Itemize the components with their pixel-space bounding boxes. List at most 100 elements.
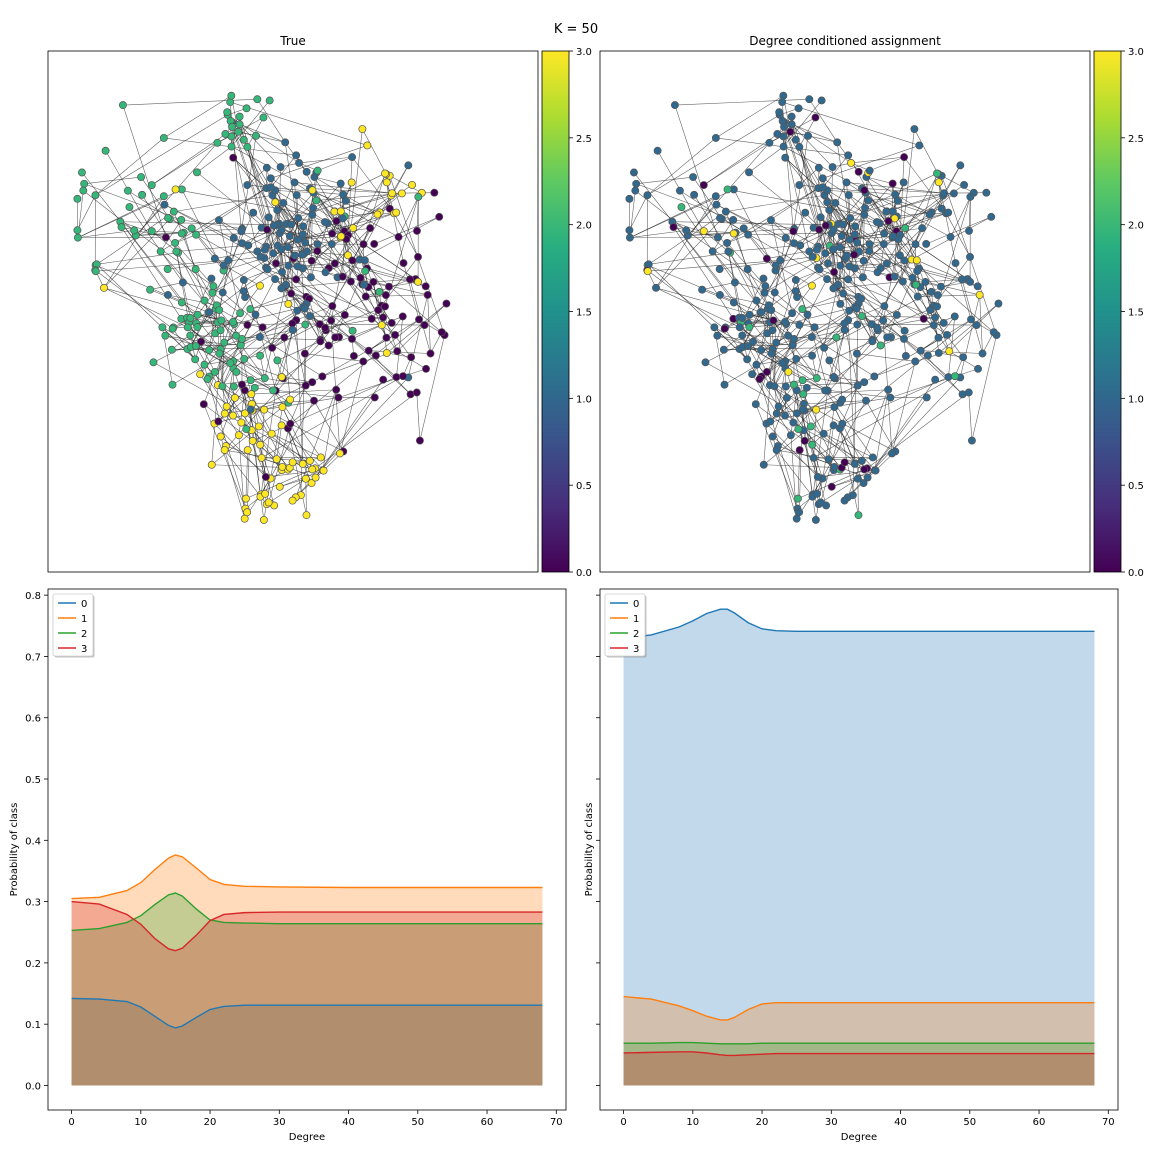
network-edge	[322, 389, 337, 471]
legend-label: 1	[81, 614, 87, 625]
network-node	[959, 353, 968, 362]
network-node	[784, 367, 793, 376]
network-node	[183, 323, 192, 332]
network-edge	[416, 392, 421, 441]
network-node	[414, 252, 422, 261]
network-edge	[867, 397, 927, 478]
network-node	[772, 409, 781, 418]
network-node	[813, 489, 822, 498]
network-edge	[833, 271, 885, 307]
network-node	[214, 417, 223, 426]
network-edge	[363, 243, 416, 280]
network-edge	[844, 323, 859, 386]
network-node	[161, 331, 170, 340]
network-edge	[386, 316, 404, 338]
legend-label: 2	[633, 629, 639, 640]
network-edge	[811, 444, 835, 471]
network-edge	[851, 156, 905, 164]
network-node	[385, 282, 393, 291]
network-node	[222, 402, 231, 411]
x-tick-label: 60	[481, 1117, 494, 1128]
network-node	[217, 316, 226, 325]
network-node	[273, 206, 282, 215]
network-node	[228, 122, 237, 131]
network-node	[219, 261, 228, 270]
network-edge	[800, 229, 834, 246]
network-edge	[271, 324, 306, 349]
network-edge	[755, 323, 787, 405]
network-edge	[786, 306, 856, 325]
network-edge	[122, 104, 167, 238]
network-edge	[866, 176, 893, 184]
network-node	[882, 207, 891, 216]
network-node	[227, 142, 236, 151]
network-edge	[915, 243, 968, 280]
network-node	[808, 281, 816, 290]
network-edge	[803, 389, 889, 395]
x-tick-label: 10	[686, 1117, 699, 1128]
y-axis-label: Probability of class	[584, 803, 595, 897]
network-node	[277, 225, 286, 234]
network-node	[842, 251, 851, 260]
network-node	[844, 275, 853, 284]
network-edge	[283, 202, 326, 223]
network-node	[382, 349, 391, 357]
network-node	[759, 460, 768, 469]
network-node	[830, 403, 839, 412]
network-node	[285, 232, 294, 240]
network-node	[755, 375, 764, 384]
network-node	[398, 312, 407, 321]
network-edge	[150, 282, 183, 290]
network-edge	[250, 293, 292, 310]
network-node	[767, 306, 776, 314]
y-axis-label: Probability of class	[9, 803, 20, 897]
network-edge	[818, 478, 858, 505]
network-node	[738, 314, 747, 322]
network-edge	[833, 329, 846, 378]
network-node	[670, 101, 679, 110]
network-node	[232, 367, 241, 376]
network-node	[360, 256, 369, 265]
series-area-0	[623, 609, 1095, 1086]
colorbar-tick-label: 1.5	[1128, 308, 1144, 319]
network-node	[852, 304, 861, 313]
network-node	[256, 252, 265, 261]
network-node	[287, 289, 296, 298]
network-node	[287, 220, 296, 229]
network-node	[975, 290, 984, 299]
network-edge	[267, 210, 278, 270]
network-panel-title: True	[279, 34, 306, 48]
network-edge	[284, 285, 307, 305]
network-edge	[211, 464, 290, 468]
network-node	[312, 196, 321, 205]
network-node	[900, 256, 909, 265]
network-edge	[854, 183, 893, 227]
network-node	[827, 482, 836, 491]
network-edge	[948, 316, 956, 378]
network-edge	[315, 397, 375, 478]
network-edge	[280, 249, 287, 285]
network-edge	[281, 425, 324, 471]
network-node	[853, 320, 862, 329]
network-edge	[760, 308, 769, 351]
network-edge	[820, 423, 843, 503]
network-node	[786, 431, 795, 440]
network-node	[318, 372, 327, 381]
network-node	[442, 299, 451, 308]
colorbar-tick-label: 1.5	[576, 308, 592, 319]
network-edge	[862, 188, 945, 194]
network-edge	[190, 335, 321, 341]
network-node	[829, 373, 838, 381]
network-node	[308, 210, 317, 219]
network-edge	[195, 269, 218, 306]
network-node	[215, 349, 224, 358]
network-node	[767, 349, 776, 358]
network-edge	[655, 218, 722, 289]
network-edge	[77, 230, 135, 238]
network-node	[829, 245, 838, 254]
series-line-2	[623, 1041, 1095, 1045]
network-edge	[174, 242, 214, 287]
network-edge	[764, 292, 793, 314]
network-node	[888, 207, 897, 216]
network-node	[865, 247, 874, 255]
